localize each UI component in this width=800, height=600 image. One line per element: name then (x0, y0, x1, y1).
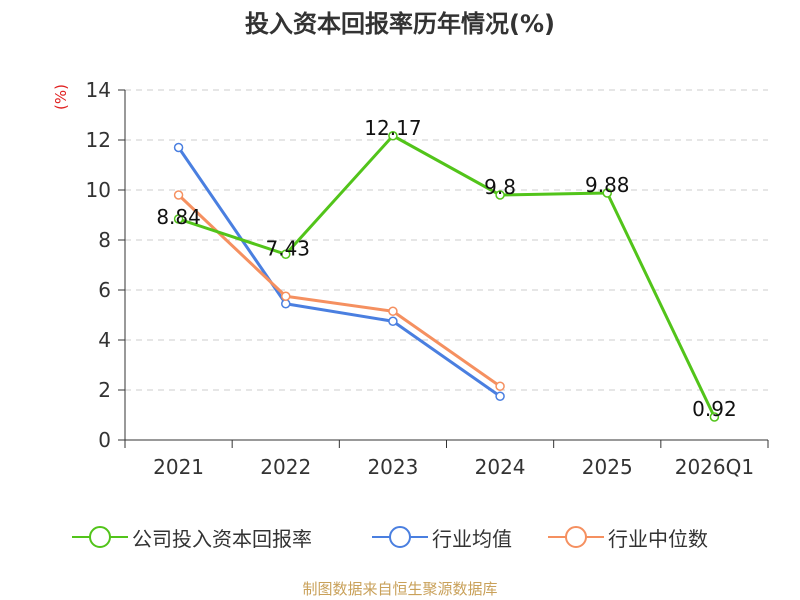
legend-item[interactable]: 行业中位数 (548, 522, 708, 552)
data-label: 9.8 (484, 175, 516, 199)
chart-title: 投入资本回报率历年情况(%) (245, 10, 555, 38)
y-tick-label: 6 (98, 278, 111, 302)
data-point (495, 381, 505, 391)
legend-label: 行业中位数 (608, 526, 708, 551)
data-point (281, 291, 291, 301)
legend-marker-icon (72, 522, 128, 552)
legend-marker-icon (372, 522, 428, 552)
data-point (388, 316, 398, 326)
data-point (495, 190, 505, 200)
data-point (173, 142, 184, 153)
data-label: 0.92 (692, 397, 737, 421)
series-line (178, 134, 716, 418)
data-point (173, 214, 184, 224)
data-label: 7.43 (265, 236, 310, 260)
data-label: 8.84 (156, 205, 201, 229)
data-point (281, 249, 291, 259)
data-point (495, 391, 505, 401)
data-point (388, 131, 398, 141)
y-tick-label: 2 (98, 378, 111, 402)
x-tick-label: 2024 (475, 455, 526, 479)
y-tick-label: 4 (98, 328, 111, 352)
legend-item[interactable]: 行业均值 (372, 522, 512, 552)
y-tick-label: 12 (86, 128, 111, 152)
x-tick-label: 2025 (582, 455, 633, 479)
source-note: 制图数据来自恒生聚源数据库 (302, 580, 498, 598)
data-point (602, 188, 612, 198)
x-tick-label: 2023 (367, 455, 418, 479)
y-tick-label: 0 (98, 428, 111, 452)
data-point (173, 190, 184, 200)
y-tick-label: 8 (98, 228, 111, 252)
legend-marker-icon (548, 522, 604, 552)
data-label: 12.17 (364, 116, 421, 140)
legend-label: 公司投入资本回报率 (132, 526, 312, 551)
data-point (709, 412, 720, 422)
legend-item[interactable]: 公司投入资本回报率 (72, 522, 312, 552)
y-tick-label: 14 (86, 78, 111, 102)
series-line (177, 146, 501, 398)
data-point (388, 306, 398, 316)
legend: 公司投入资本回报率 行业均值 行业中位数 (0, 522, 800, 552)
x-tick-label: 2022 (260, 455, 311, 479)
y-tick-label: 10 (86, 178, 111, 202)
x-tick-label: 2021 (153, 455, 204, 479)
x-tick-label: 2026Q1 (675, 455, 754, 479)
data-label: 9.88 (585, 173, 630, 197)
series-line (177, 193, 501, 388)
legend-label: 行业均值 (432, 526, 512, 551)
